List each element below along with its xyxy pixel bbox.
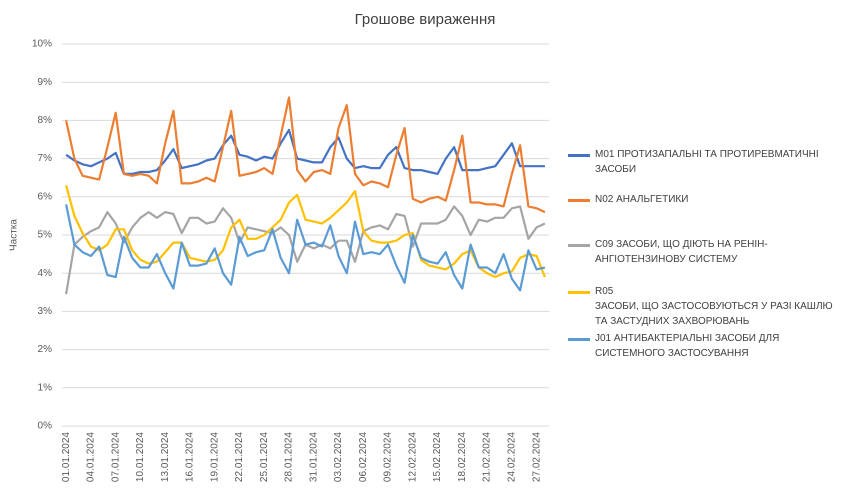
x-tick-label: 24.02.2024 <box>506 432 517 482</box>
x-tick-label: 22.01.2024 <box>234 432 245 482</box>
x-tick-label: 09.02.2024 <box>383 432 394 482</box>
legend-item: J01 АНТИБАКТЕРІАЛЬНІ ЗАСОБИ ДЛЯ СИСТЕМНО… <box>568 331 838 361</box>
x-tick-label: 31.01.2024 <box>308 432 319 482</box>
x-tick-label: 16.01.2024 <box>185 432 196 482</box>
series-line <box>65 185 546 279</box>
legend-label: J01 АНТИБАКТЕРІАЛЬНІ ЗАСОБИ ДЛЯ СИСТЕМНО… <box>595 333 780 359</box>
x-tick-label: 19.01.2024 <box>209 432 220 482</box>
series-line <box>65 96 546 214</box>
y-tick-label: 9% <box>38 77 53 88</box>
y-axis-label: Частка <box>9 219 20 251</box>
legend-item: M01 ПРОТИЗАПАЛЬНІ ТА ПРОТИРЕВМАТИЧНІ ЗАС… <box>568 147 838 177</box>
x-tick-label: 27.02.2024 <box>531 432 542 482</box>
legend-swatch <box>568 244 590 247</box>
x-tick-label: 03.02.2024 <box>333 432 344 482</box>
legend-label: M01 ПРОТИЗАПАЛЬНІ ТА ПРОТИРЕВМАТИЧНІ ЗАС… <box>595 149 819 175</box>
legend-item: N02 АНАЛЬГЕТИКИ <box>568 192 838 207</box>
legend-swatch <box>568 338 590 341</box>
legend-item: R05 ЗАСОБИ, ЩО ЗАСТОСОВУЮТЬСЯ У РАЗІ КАШ… <box>568 284 838 329</box>
legend-label: N02 АНАЛЬГЕТИКИ <box>595 194 689 205</box>
y-tick-label: 4% <box>38 268 53 279</box>
legend-label: R05 ЗАСОБИ, ЩО ЗАСТОСОВУЮТЬСЯ У РАЗІ КАШ… <box>595 286 833 327</box>
y-tick-label: 8% <box>38 115 53 126</box>
x-tick-label: 28.01.2024 <box>284 432 295 482</box>
y-tick-label: 0% <box>38 421 53 432</box>
y-tick-label: 3% <box>38 306 53 317</box>
y-tick-label: 5% <box>38 230 53 241</box>
series-line <box>65 128 545 175</box>
series-line <box>65 204 546 292</box>
legend-swatch <box>568 154 590 157</box>
y-tick-label: 6% <box>38 191 53 202</box>
x-tick-label: 21.02.2024 <box>482 432 493 482</box>
x-tick-label: 13.01.2024 <box>160 432 171 482</box>
chart-title: Грошове вираження <box>355 11 496 28</box>
x-tick-label: 04.01.2024 <box>86 432 97 482</box>
x-tick-label: 01.01.2024 <box>61 432 72 482</box>
legend-swatch <box>568 291 590 294</box>
y-tick-label: 7% <box>38 153 53 164</box>
y-tick-label: 1% <box>38 382 53 393</box>
x-tick-label: 10.01.2024 <box>135 432 146 482</box>
x-tick-label: 15.02.2024 <box>432 432 443 482</box>
x-tick-label: 06.02.2024 <box>358 432 369 482</box>
x-tick-label: 07.01.2024 <box>110 432 121 482</box>
legend-swatch <box>568 199 590 202</box>
x-tick-label: 12.02.2024 <box>407 432 418 482</box>
legend-label: C09 ЗАСОБИ, ЩО ДІЮТЬ НА РЕНІН-АНГІОТЕНЗИ… <box>595 239 768 265</box>
y-tick-label: 2% <box>38 344 53 355</box>
legend-item: C09 ЗАСОБИ, ЩО ДІЮТЬ НА РЕНІН-АНГІОТЕНЗИ… <box>568 237 838 267</box>
y-tick-label: 10% <box>32 39 52 50</box>
x-tick-label: 25.01.2024 <box>259 432 270 482</box>
x-tick-label: 18.02.2024 <box>457 432 468 482</box>
